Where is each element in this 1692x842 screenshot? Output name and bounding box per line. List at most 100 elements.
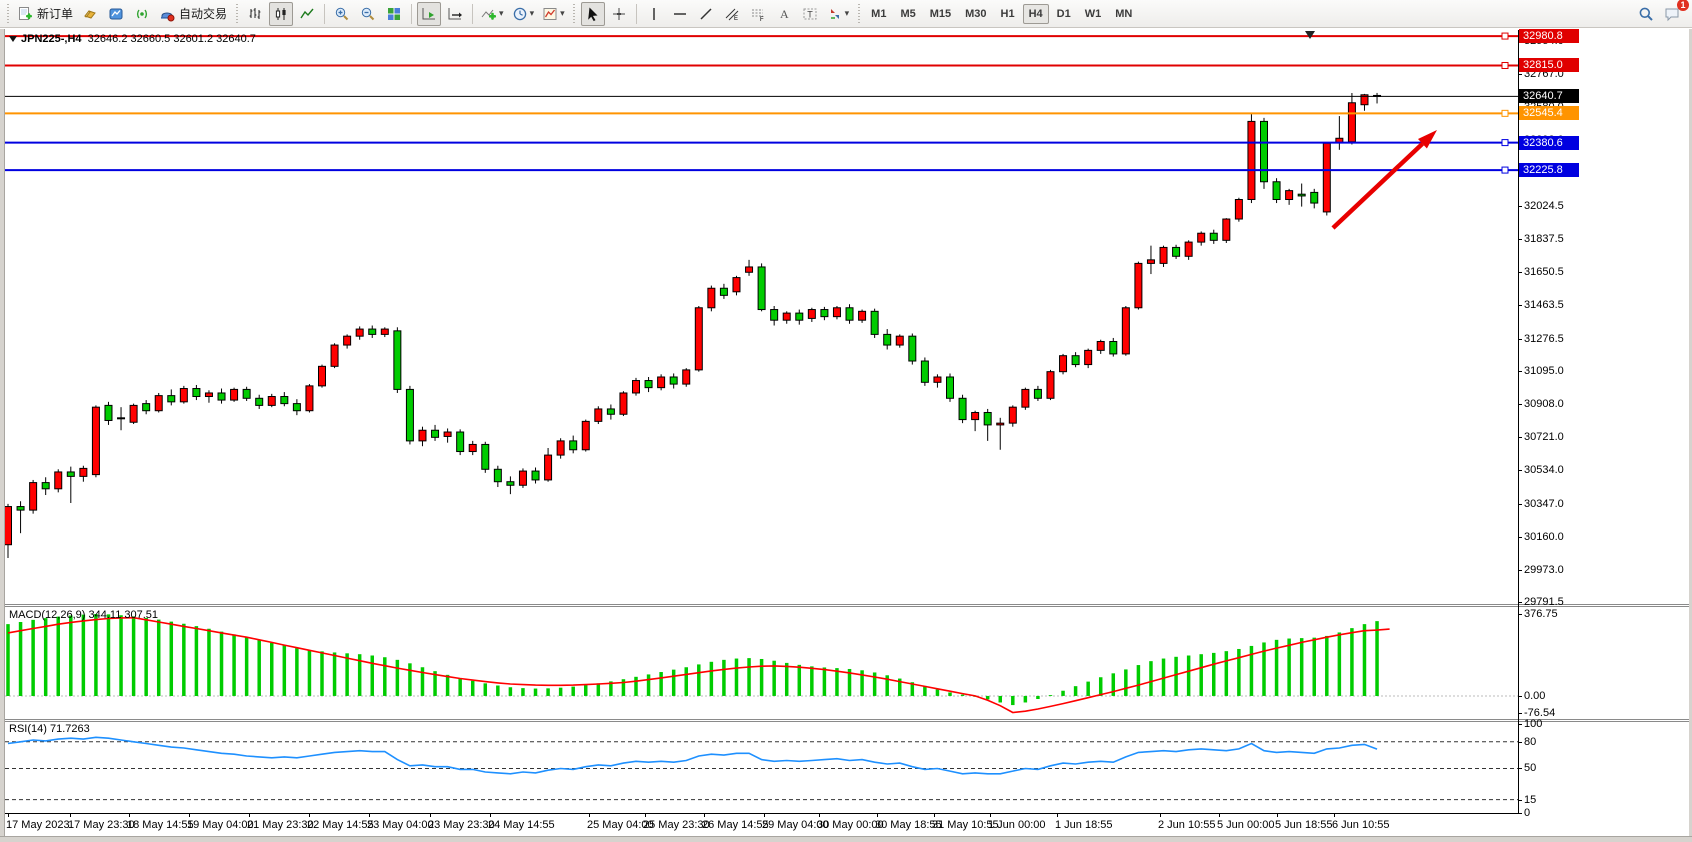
indicators-button[interactable]: ▾ [478,2,507,26]
gold-box-button[interactable] [78,2,102,26]
line-handle[interactable] [1501,32,1509,40]
rsi-scale-label: 15 [1524,793,1537,806]
candle-body [518,470,527,486]
candle-body [632,380,640,394]
svg-text:E: E [734,16,738,22]
crosshair-button[interactable] [607,2,631,26]
candle-body [1297,193,1306,197]
rsi-pane[interactable] [5,722,1518,813]
timeframe-d1[interactable]: D1 [1056,7,1071,20]
candle-body [669,376,678,385]
bar-chart-button[interactable] [243,2,267,26]
axis-tick [1518,370,1522,372]
chart-shift-button[interactable] [443,2,467,26]
templates-icon [542,6,558,22]
line-handle[interactable] [1501,61,1509,69]
search-button[interactable] [1634,2,1658,26]
time-axis-tick [189,813,190,817]
terminal-button[interactable] [104,2,128,26]
line-handle[interactable] [1501,109,1509,117]
candle-body [770,309,779,321]
toolbar-grip[interactable] [856,3,862,24]
timeframe-m15[interactable]: M15 [929,7,952,20]
candle-body [431,429,440,438]
candle-body [531,470,540,481]
tile-windows-button[interactable] [382,2,406,26]
candle-body [745,266,754,273]
zoom-in-button[interactable] [330,2,354,26]
new-order-button[interactable]: 新订单 [14,2,76,26]
macd-pane[interactable] [5,607,1518,720]
zoom-out-button[interactable] [356,2,380,26]
pane-separator[interactable] [5,719,1689,722]
chart-window[interactable] [0,29,1692,836]
time-axis-label: 2 Jun 10:55 [1158,819,1216,831]
vertical-line-button[interactable] [642,2,666,26]
window-edge-right [1689,29,1692,836]
time-axis-label: 23 May 23:30 [428,819,495,831]
candle-body [5,506,12,546]
auto-trading-button[interactable]: 自动交易 [156,2,230,26]
candle-body [167,395,176,403]
timeframe-w1[interactable]: W1 [1084,7,1102,20]
text-button[interactable]: A [772,2,796,26]
timeframe-mn[interactable]: MN [1115,7,1133,20]
time-axis-label: 25 May 23:30 [643,819,710,831]
horizontal-line-button[interactable] [668,2,692,26]
trend-arrow-head[interactable] [1417,130,1437,149]
notifications-button[interactable]: 1 [1660,0,1689,26]
trend-arrow[interactable] [1331,142,1424,230]
candle-body [204,392,213,398]
axis-tick [1518,403,1522,405]
timeframe-m5[interactable]: M5 [900,7,916,20]
axis-tick [1518,503,1522,505]
price-tick-label: 31837.5 [1524,232,1564,245]
arrows-button[interactable]: ▾ [824,2,853,26]
templates-button[interactable]: ▾ [539,2,568,26]
axis-tick [1518,305,1522,307]
line-handle[interactable] [1501,139,1509,147]
chart-shift-marker[interactable] [1305,31,1315,39]
candlestick-button[interactable] [269,1,294,26]
time-axis-tick [129,813,130,817]
price-tick-label: 31095.0 [1524,364,1564,377]
candle-body [192,388,201,398]
candle-body [619,392,628,415]
toolbar-grip[interactable] [5,3,10,24]
candle-body [54,471,63,490]
pane-separator[interactable] [5,604,1689,607]
toolbar-grip[interactable] [571,3,577,24]
axis-tick [1518,602,1522,604]
candle-body [280,396,289,405]
axis-tick [1518,338,1522,340]
macd-scale-label: -76.54 [1524,706,1556,719]
line-chart-button[interactable] [295,2,319,26]
channel-button[interactable]: E [720,2,744,26]
toolbar-grip[interactable] [234,3,240,24]
timeframe-m1[interactable]: M1 [871,7,887,20]
candle-body [946,376,954,399]
candle-body [305,385,314,412]
periods-button[interactable]: ▾ [509,2,538,26]
candle-body [556,440,565,456]
trendline-button[interactable] [694,2,718,26]
candle-body [606,408,615,415]
timeframe-h1[interactable]: H1 [1000,7,1015,20]
candle-body [870,310,879,335]
text-label-button[interactable]: T [798,2,822,26]
candle-body [443,431,452,437]
timeframe-m30[interactable]: M30 [965,7,987,20]
time-axis-tick [934,813,935,817]
candle-body [845,307,854,321]
main-chart-pane[interactable] [5,30,1518,605]
timeframe-h4[interactable]: H4 [1022,3,1049,24]
line-handle[interactable] [1501,166,1509,174]
cursor-button[interactable] [580,1,605,26]
terminal-icon [108,6,124,22]
auto-scroll-button[interactable] [417,1,442,26]
broadcast-button[interactable] [130,2,154,26]
one-click-toggle-icon[interactable] [9,36,17,43]
candle-body [795,312,804,321]
time-axis-label: 5 Jun 00:00 [1217,819,1275,831]
fibonacci-button[interactable]: F [746,2,770,26]
